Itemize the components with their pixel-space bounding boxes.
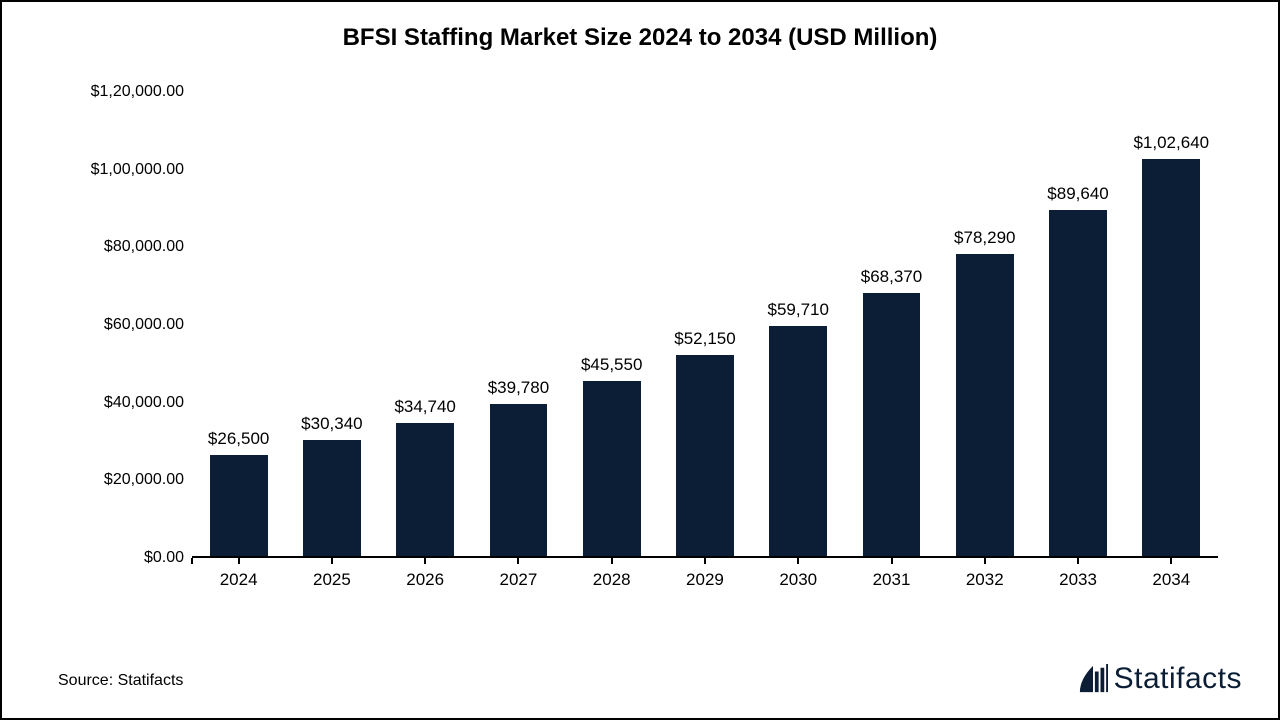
bar-value-label: $39,780: [488, 378, 549, 398]
x-tick-label: 2031: [845, 562, 938, 598]
bar-slot: $26,500: [192, 92, 285, 558]
bar-value-label: $30,340: [301, 414, 362, 434]
bar-slot: $34,740: [379, 92, 472, 558]
bar-value-label: $78,290: [954, 228, 1015, 248]
y-tick-label: $60,000.00: [104, 316, 184, 334]
x-tick-label: 2032: [938, 562, 1031, 598]
source-label: Source: Statifacts: [58, 672, 183, 690]
y-tick-label: $1,00,000.00: [91, 161, 184, 179]
x-tick-label: 2029: [658, 562, 751, 598]
bar: [583, 381, 641, 558]
x-tick-label: 2030: [752, 562, 845, 598]
bar: [490, 404, 548, 558]
y-tick-label: $40,000.00: [104, 394, 184, 412]
y-tick-label: $0.00: [144, 549, 184, 567]
x-tick-label: 2034: [1125, 562, 1218, 598]
y-tick-label: $20,000.00: [104, 471, 184, 489]
bar-slot: $1,02,640: [1125, 92, 1218, 558]
bar: [303, 440, 361, 558]
bar: [396, 423, 454, 558]
bar: [1142, 159, 1200, 558]
x-tick-label: 2025: [285, 562, 378, 598]
brand-name: Statifacts: [1114, 662, 1242, 696]
bars-container: $26,500 $30,340 $34,740 $39,780 $45,550 $52,1…: [192, 92, 1218, 558]
bar-slot: $68,370: [845, 92, 938, 558]
bar-slot: $52,150: [658, 92, 751, 558]
chart-area: $0.00 $20,000.00 $40,000.00 $60,000.00 $80,0…: [62, 92, 1238, 598]
bar: [863, 293, 921, 559]
bar: [956, 254, 1014, 558]
bar: [676, 355, 734, 558]
chart-frame: BFSI Staffing Market Size 2024 to 2034 (…: [0, 0, 1280, 720]
bar: [210, 455, 268, 558]
bar-value-label: $1,02,640: [1133, 133, 1209, 153]
x-tick-label: 2026: [379, 562, 472, 598]
chart-title: BFSI Staffing Market Size 2024 to 2034 (…: [2, 2, 1278, 52]
brand-icon: [1078, 664, 1108, 694]
bar-slot: $59,710: [752, 92, 845, 558]
y-axis-ticks: $0.00$20,000.00$40,000.00$60,000.00$80,0…: [62, 92, 190, 558]
x-axis-labels: 2024202520262027202820292030203120322033…: [192, 562, 1218, 598]
x-tick-label: 2033: [1031, 562, 1124, 598]
bar-value-label: $59,710: [768, 300, 829, 320]
y-tick-label: $80,000.00: [104, 238, 184, 256]
bar-value-label: $26,500: [208, 429, 269, 449]
brand-logo: Statifacts: [1078, 662, 1242, 696]
bar-slot: $78,290: [938, 92, 1031, 558]
bar-value-label: $89,640: [1047, 184, 1108, 204]
x-tick-label: 2024: [192, 562, 285, 598]
bar-slot: $89,640: [1031, 92, 1124, 558]
bar-slot: $30,340: [285, 92, 378, 558]
bar-value-label: $68,370: [861, 267, 922, 287]
y-tick-label: $1,20,000.00: [91, 83, 184, 101]
bar-value-label: $52,150: [674, 329, 735, 349]
x-tick-label: 2027: [472, 562, 565, 598]
plot-area: $26,500 $30,340 $34,740 $39,780 $45,550 $52,1…: [192, 92, 1218, 558]
bar-slot: $45,550: [565, 92, 658, 558]
x-tick-label: 2028: [565, 562, 658, 598]
bar-value-label: $34,740: [394, 397, 455, 417]
bar-value-label: $45,550: [581, 355, 642, 375]
bar-slot: $39,780: [472, 92, 565, 558]
bar: [769, 326, 827, 558]
bar: [1049, 210, 1107, 558]
